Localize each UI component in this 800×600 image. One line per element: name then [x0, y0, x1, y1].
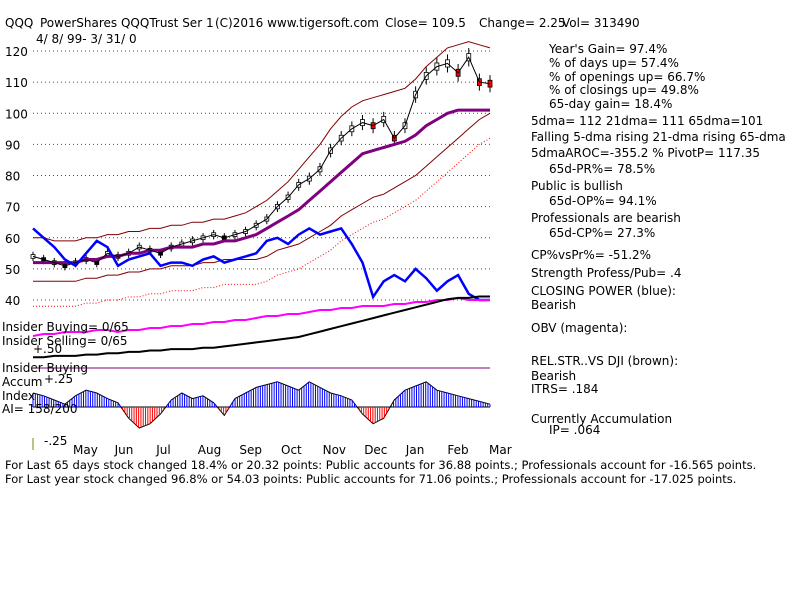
- y-tick-label: 110: [5, 76, 28, 90]
- y-tick-label: 50: [5, 263, 20, 277]
- closings-up: % of closings up= 49.8%: [549, 83, 699, 97]
- closing-power-label: CLOSING POWER (blue):: [531, 284, 676, 298]
- obv-line: [32, 296, 490, 337]
- y-tick-label: 80: [5, 170, 20, 184]
- lower-dotted-band: [33, 137, 491, 307]
- accum-label: Accum: [2, 375, 43, 389]
- x-tick-label: Jan: [405, 443, 425, 457]
- x-tick-label: May: [73, 443, 98, 457]
- y-tick-label: 100: [5, 107, 28, 121]
- x-tick-label: Sep: [239, 443, 262, 457]
- relstr-status: Bearish: [531, 369, 577, 383]
- obv-label: OBV (magenta):: [531, 321, 628, 335]
- cp-65day: 65d-CP%= 27.3%: [549, 226, 656, 240]
- closing-power-line: [32, 226, 490, 302]
- close-value: Close= 109.5: [385, 16, 466, 30]
- pr-65day: 65d-PR%= 78.5%: [549, 162, 656, 176]
- lower-band-line: [33, 112, 491, 282]
- x-tick-label: Nov: [323, 443, 346, 457]
- strength-ratio: Strength Profess/Pub= .4: [531, 266, 682, 280]
- x-tick-label: Feb: [447, 443, 468, 457]
- gain-65day: 65-day gain= 18.4%: [549, 97, 673, 111]
- x-tick-label: Jun: [114, 443, 134, 457]
- plus50-label: +.50: [33, 342, 63, 356]
- itrs-value: ITRS= .184: [531, 382, 599, 396]
- plus25-label: +.25: [44, 372, 74, 386]
- relstr-label: REL.STR..VS DJI (brown):: [531, 354, 679, 368]
- insider-buying-label-2: Insider Buying: [2, 361, 88, 375]
- dma-trend: Falling 5-dma rising 21-dma rising 65-dm…: [531, 130, 786, 144]
- x-tick-label: Jul: [155, 443, 170, 457]
- fund-name: PowerShares QQQTrust Ser 1: [40, 16, 214, 30]
- insider-buying-label: Insider Buying= 0/65: [2, 320, 129, 334]
- footer-year: For Last year stock changed 96.8% or 54.…: [5, 472, 737, 486]
- volume-value: Vol= 313490: [562, 16, 640, 30]
- price-line: [32, 56, 491, 267]
- footer-65day: For Last 65 days stock changed 18.4% or …: [5, 458, 757, 472]
- op-65day: 65d-OP%= 94.1%: [549, 194, 657, 208]
- closing-power-status: Bearish: [531, 298, 577, 312]
- x-tick-label: Mar: [489, 443, 512, 457]
- years-gain: Year's Gain= 97.4%: [549, 42, 668, 56]
- professionals-status: Professionals are bearish: [531, 211, 681, 225]
- currently-accumulation: Currently Accumulation: [531, 412, 673, 426]
- y-tick-label: 70: [5, 201, 20, 215]
- ticker: QQQ: [5, 16, 34, 30]
- copyright: (C)2016 www.tigersoft.com: [215, 16, 379, 30]
- relstr-line: [33, 295, 490, 359]
- dma-values: 5dma= 112 21dma= 111 65dma=101: [531, 114, 764, 128]
- days-up: % of days up= 57.4%: [549, 56, 679, 70]
- y-tick-label: 90: [5, 138, 20, 152]
- cp-vs-pr: CP%vsPr%= -51.2%: [531, 248, 652, 262]
- openings-up: % of openings up= 66.7%: [549, 70, 706, 84]
- upper-band-line: [33, 41, 491, 242]
- y-tick-label: 60: [5, 232, 20, 246]
- insider-selling-label: Insider Selling= 0/65: [2, 334, 128, 348]
- ma65-line: [33, 108, 490, 265]
- minus25-label: -.25: [44, 434, 68, 448]
- x-tick-label: Dec: [364, 443, 387, 457]
- public-status: Public is bullish: [531, 179, 623, 193]
- x-tick-label: Aug: [198, 443, 221, 457]
- ip-value: IP= .064: [549, 423, 601, 437]
- x-tick-label: Oct: [281, 443, 302, 457]
- y-tick-label: 120: [5, 45, 28, 59]
- aroc-pivot: 5dmaAROC=-355.2 % PivotP= 117.35: [531, 146, 760, 160]
- date-range: 4/ 8/ 99- 3/ 31/ 0: [36, 32, 137, 46]
- y-tick-label: 40: [5, 294, 20, 308]
- ai-label: AI= 158/200: [2, 402, 78, 416]
- index-label: Index: [2, 389, 36, 403]
- change-value: Change= 2.25: [479, 16, 566, 30]
